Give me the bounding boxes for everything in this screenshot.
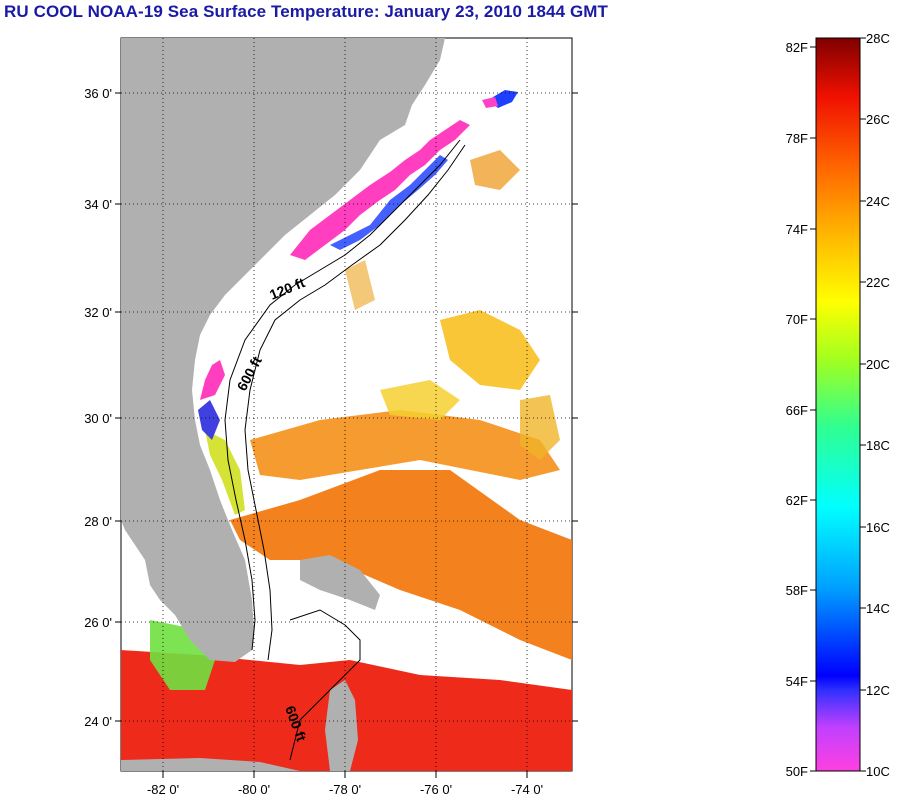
lat-label: 32 0'	[84, 305, 112, 320]
yellow-patch-3	[520, 395, 560, 460]
colorbar-f-label: 58F	[786, 583, 808, 598]
land-bahamas-andros	[325, 680, 358, 771]
colorbar-c-label: 12C	[866, 683, 890, 698]
contour-120ft	[224, 139, 461, 651]
map-ticks	[115, 92, 578, 778]
colorbar-f-label: 54F	[786, 674, 808, 689]
colorbar-c-label: 26C	[866, 112, 890, 127]
lon-label: -78 0'	[329, 782, 361, 797]
colorbar-f-label: 50F	[786, 764, 808, 779]
contour-600ft	[244, 144, 466, 661]
orange-patch-north	[470, 150, 520, 190]
contour-bahamas	[289, 609, 361, 761]
yellow-patch-1	[440, 310, 540, 390]
colorbar-f-label: 66F	[786, 403, 808, 418]
lat-label: 36 0'	[84, 86, 112, 101]
lat-label: 34 0'	[84, 197, 112, 212]
land-cuba	[121, 758, 300, 771]
orange-patch-north-2	[345, 260, 375, 310]
land-mainland	[121, 38, 445, 662]
coastal-cold-pink-hatteras	[482, 97, 498, 108]
lat-label: 28 0'	[84, 514, 112, 529]
lon-label: -76 0'	[420, 782, 452, 797]
colorbar-f-label: 70F	[786, 312, 808, 327]
lon-label: -82 0'	[147, 782, 179, 797]
colorbar-ticks	[810, 37, 866, 772]
land-bahamas-abaco	[300, 555, 380, 610]
lon-label: -80 0'	[238, 782, 270, 797]
colorbar	[815, 37, 861, 772]
coastal-cold-band-nc	[290, 120, 470, 260]
orange-scattered-1	[250, 410, 560, 480]
colorbar-c-label: 16C	[866, 520, 890, 535]
lat-label: 30 0'	[84, 411, 112, 426]
colorbar-f-label: 78F	[786, 131, 808, 146]
colorbar-c-label: 14C	[866, 601, 890, 616]
colorbar-f-label: 62F	[786, 493, 808, 508]
colorbar-c-label: 18C	[866, 438, 890, 453]
yellow-patch-2	[380, 380, 460, 420]
colorbar-c-label: 24C	[866, 194, 890, 209]
coastal-cold-ga	[200, 360, 225, 400]
colorbar-c-label: 22C	[866, 275, 890, 290]
colorbar-c-label: 10C	[866, 764, 890, 779]
colorbar-c-label: 20C	[866, 357, 890, 372]
gulf-stream-band	[230, 470, 572, 660]
colorbar-f-label: 74F	[786, 222, 808, 237]
colorbar-f-label: 82F	[786, 40, 808, 55]
lat-label: 26 0'	[84, 615, 112, 630]
chart-title: RU COOL NOAA-19 Sea Surface Temperature:…	[4, 2, 609, 21]
colorbar-c-label: 28C	[866, 31, 890, 46]
lon-label: -74 0'	[511, 782, 543, 797]
coastal-cold-ga-blue	[198, 400, 220, 440]
lat-label: 24 0'	[84, 714, 112, 729]
coastal-cold-blue-nc	[330, 155, 448, 250]
